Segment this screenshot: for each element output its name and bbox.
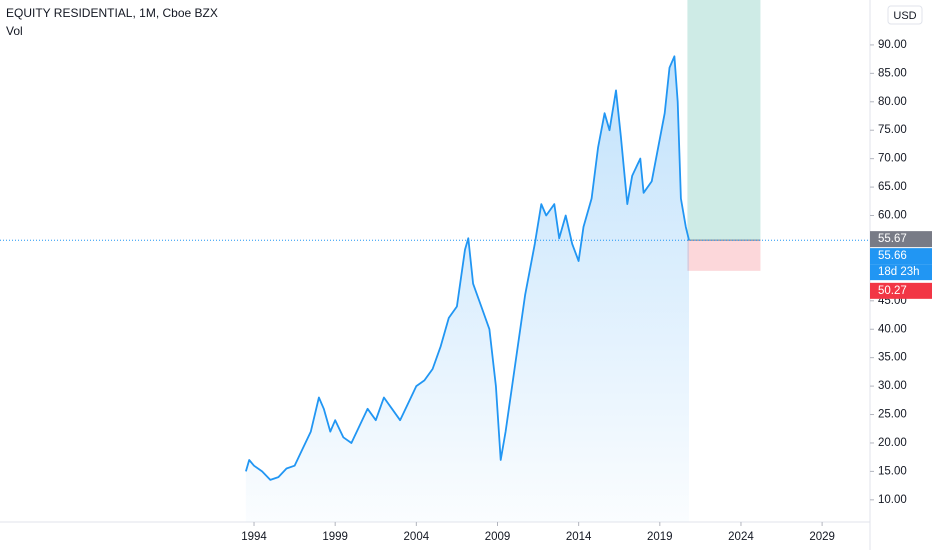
x-tick-label: 2009 [485, 531, 511, 543]
price-line [245, 55, 690, 481]
entry-label: 55.67 [878, 233, 907, 245]
countdown-label: 18d 23h [878, 266, 920, 278]
currency-button[interactable] [887, 5, 923, 25]
last-price-label-bg [870, 248, 932, 265]
x-tick-label: 2029 [809, 531, 835, 543]
stop-label-bg [870, 282, 932, 299]
entry-label-bg [870, 231, 932, 248]
y-tick-label: 60.00 [878, 210, 907, 222]
chart-title: EQUITY RESIDENTIAL, 1M, Cboe BZX [6, 6, 218, 20]
y-tick-label: 65.00 [878, 181, 907, 193]
y-tick-label: 40.00 [878, 323, 907, 335]
volume-label: Vol [6, 24, 23, 38]
x-tick-label: 1999 [322, 531, 348, 543]
y-tick-label: 80.00 [878, 96, 907, 108]
countdown-label-bg [870, 264, 932, 281]
x-tick-label: 2004 [404, 531, 430, 543]
y-tick-label: 10.00 [878, 494, 907, 506]
y-tick-label: 35.00 [878, 352, 907, 364]
y-tick-label: 90.00 [878, 39, 907, 51]
x-tick-label: 2024 [728, 531, 754, 543]
y-tick-label: 75.00 [878, 124, 907, 136]
last-price-label: 55.66 [878, 250, 907, 262]
x-tick-label: 1994 [241, 531, 267, 543]
stop-zone [687, 240, 761, 271]
y-tick-label: 15.00 [878, 465, 907, 477]
y-tick-label: 30.00 [878, 380, 907, 392]
y-tick-label: 20.00 [878, 437, 907, 449]
y-tick-label: 70.00 [878, 153, 907, 165]
target-zone [687, 0, 761, 241]
x-tick-label: 2019 [647, 531, 673, 543]
y-tick-label: 25.00 [878, 409, 907, 421]
x-tick-label: 2014 [566, 531, 592, 543]
currency-label[interactable]: USD [893, 10, 916, 22]
price-area [245, 56, 690, 523]
stop-label: 50.27 [878, 285, 907, 297]
y-tick-label: 85.00 [878, 67, 907, 79]
